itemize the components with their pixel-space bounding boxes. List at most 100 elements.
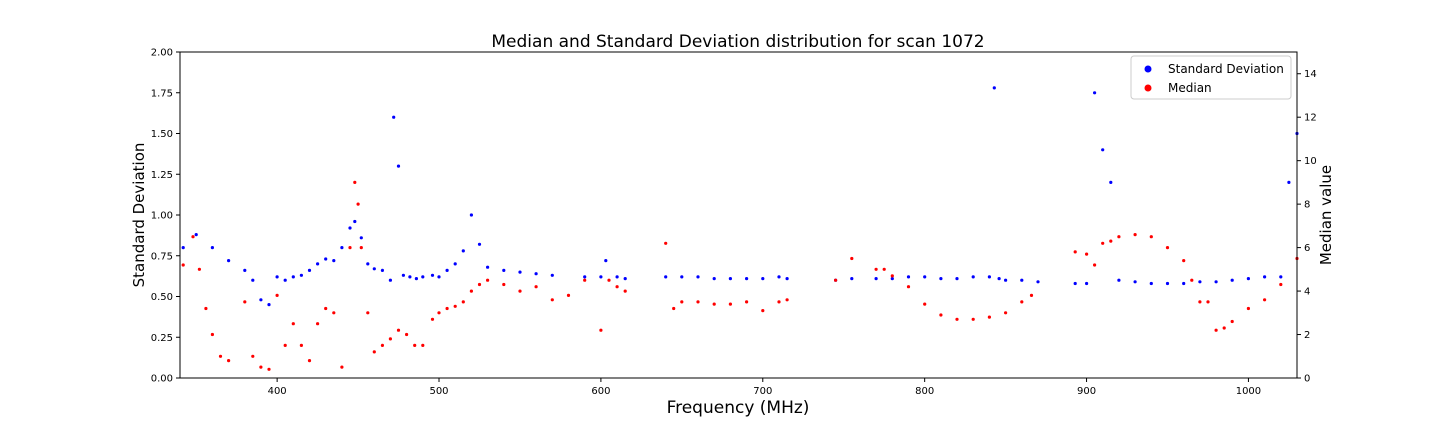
median-point (583, 278, 587, 282)
median-point (243, 300, 247, 304)
standard-deviation-point (461, 249, 465, 253)
median-point (987, 315, 992, 319)
y-axis-left: 0.00 0.25 0.50 0.75 1.00 1.25 1.50 1.75 2.00 (151, 48, 180, 385)
median-point (1165, 246, 1170, 250)
x-tick-label: 400 (268, 386, 287, 397)
median-point (1109, 239, 1113, 243)
plot-frame (179, 51, 1298, 379)
median-point (696, 300, 700, 304)
y-right-tick-label: 12 (1304, 113, 1317, 124)
median-point (477, 282, 482, 287)
standard-deviation-point (550, 273, 554, 277)
standard-deviation-point (1109, 180, 1113, 184)
standard-deviation-point (388, 278, 392, 282)
standard-deviation-point (372, 267, 376, 271)
standard-deviation-point (939, 277, 943, 281)
y-left-tick-label: 0.25 (151, 333, 173, 344)
y-right-tick-label: 10 (1304, 156, 1317, 167)
median-point (204, 306, 208, 311)
median-point (1230, 319, 1234, 324)
standard-deviation-point (761, 277, 765, 281)
standard-deviation-point (275, 275, 279, 279)
standard-deviation-point (194, 233, 198, 237)
median-point (324, 306, 328, 311)
y-right-tick-label: 2 (1304, 330, 1310, 341)
y-axis-right: 0 2 4 6 8 10 12 14 (1297, 69, 1317, 385)
standard-deviation-point (785, 277, 789, 281)
median-point (461, 300, 465, 304)
median-point (1020, 300, 1024, 304)
median-point (348, 246, 352, 250)
median-point (534, 285, 538, 289)
median-point (469, 289, 473, 293)
standard-deviation-point (1004, 278, 1008, 282)
standard-deviation-point (1182, 281, 1186, 286)
standard-deviation-point (227, 259, 231, 263)
y-right-tick-label: 14 (1304, 69, 1317, 80)
y-left-tick-label: 1.00 (151, 211, 173, 222)
standard-deviation-point (408, 275, 412, 279)
standard-deviation-point (283, 278, 287, 282)
median-point (486, 278, 490, 282)
median-point (1101, 241, 1105, 245)
median-point (181, 263, 185, 267)
median-point (1182, 259, 1186, 263)
median-point (430, 317, 435, 321)
median-point (1246, 306, 1250, 311)
median-point (388, 337, 392, 341)
median-point (275, 293, 279, 297)
standard-deviation-point (604, 259, 608, 263)
median-point (366, 311, 370, 315)
legend-marker-median (1144, 84, 1152, 92)
standard-deviation-point (890, 277, 894, 281)
median-point (623, 289, 627, 293)
standard-deviation-point (332, 259, 336, 263)
median-point (1263, 298, 1267, 302)
y-left-tick-label: 0.50 (151, 292, 173, 303)
median-point (1198, 300, 1202, 304)
standard-deviation-point (850, 277, 854, 281)
standard-deviation-point (583, 275, 587, 279)
median-point (971, 317, 975, 321)
standard-deviation-point (324, 257, 328, 261)
standard-deviation-point (453, 262, 457, 266)
median-point (939, 313, 943, 317)
standard-deviation-point (1246, 277, 1250, 281)
x-tick-label: 900 (1077, 386, 1096, 397)
standard-deviation-point (469, 213, 473, 217)
x-tick-label: 600 (591, 386, 610, 397)
standard-deviation-point (987, 275, 992, 279)
median-point (191, 235, 195, 239)
median-point (923, 302, 927, 306)
median-point (906, 285, 911, 289)
median-point (874, 267, 878, 271)
median-point (227, 359, 231, 363)
standard-deviation-point (680, 275, 684, 279)
median-point (882, 267, 886, 271)
y-right-tick-label: 4 (1304, 287, 1310, 298)
standard-deviation-point (259, 298, 263, 302)
standard-deviation-point (1101, 148, 1105, 152)
plot-area (181, 86, 1299, 371)
standard-deviation-point (251, 278, 255, 282)
standard-deviation-point (348, 226, 352, 230)
standard-deviation-point (1230, 278, 1234, 282)
x-axis-label: Frequency (MHz) (667, 398, 810, 418)
standard-deviation-point (477, 242, 482, 246)
median-point (850, 256, 854, 261)
standard-deviation-point (1149, 281, 1153, 286)
median-point (356, 202, 360, 206)
median-point (421, 343, 425, 347)
median-point (1093, 263, 1097, 267)
standard-deviation-point (396, 164, 401, 168)
median-point (445, 306, 449, 311)
standard-deviation-point (366, 262, 370, 266)
median-point (1149, 235, 1153, 239)
median-point (599, 328, 603, 332)
median-point (1190, 278, 1194, 282)
legend-label-median: Median (1168, 81, 1212, 95)
median-point (210, 332, 214, 337)
standard-deviation-point (380, 268, 384, 272)
standard-deviation-point (1165, 281, 1170, 286)
standard-deviation-point (955, 277, 959, 281)
